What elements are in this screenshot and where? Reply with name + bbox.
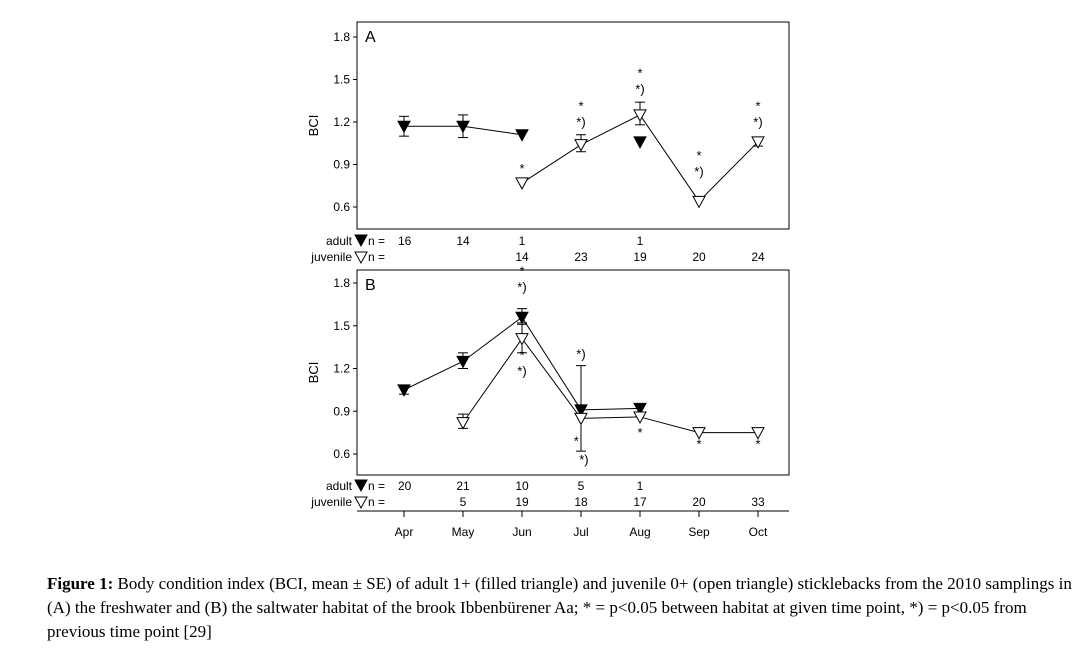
- significance-marker: *): [753, 114, 762, 129]
- panel-label: B: [365, 277, 376, 294]
- x-tick-label: Sep: [688, 525, 710, 539]
- juvenile-n-label: n =: [368, 495, 385, 509]
- adult-legend-icon: [354, 479, 368, 493]
- juvenile-count: 20: [692, 250, 706, 264]
- juvenile-count: 20: [692, 495, 706, 509]
- x-tick-label: Jun: [512, 525, 531, 539]
- significance-marker: *: [578, 98, 583, 113]
- caption-text: Body condition index (BCI, mean ± SE) of…: [47, 574, 1072, 641]
- data-point-juvenile-Jun: [515, 177, 529, 190]
- juvenile-count: 5: [460, 495, 467, 509]
- data-point-adult-Jun: [515, 311, 529, 325]
- significance-marker: *: [637, 425, 642, 440]
- data-point-adult-Aug: [633, 136, 647, 149]
- significance-marker: *: [637, 66, 642, 81]
- significance-marker: *): [517, 280, 526, 295]
- y-tick-label: 1.2: [333, 362, 350, 376]
- juvenile-count: 19: [515, 495, 529, 509]
- significance-marker: *: [755, 98, 760, 113]
- juvenile-count: 24: [751, 250, 765, 264]
- juvenile-count: 18: [574, 495, 588, 509]
- x-tick-label: Aug: [629, 525, 650, 539]
- y-tick-label: 0.9: [333, 404, 350, 418]
- figure-caption: Figure 1: Body condition index (BCI, mea…: [47, 572, 1077, 644]
- juvenile-legend-icon: [354, 251, 368, 265]
- x-tick-label: Apr: [395, 525, 414, 539]
- y-tick-label: 0.6: [333, 447, 350, 461]
- adult-count: 1: [637, 234, 644, 248]
- significance-marker: *): [576, 114, 585, 129]
- adult-n-label: n =: [368, 234, 385, 248]
- y-tick-label: 1.2: [333, 115, 350, 129]
- juvenile-count: 14: [515, 250, 529, 264]
- juvenile-n-label: n =: [368, 250, 385, 264]
- adult-count-label: adult: [326, 479, 353, 493]
- significance-marker: *: [519, 264, 524, 279]
- data-point-adult-May: [456, 120, 470, 134]
- data-point-juvenile-Oct: [751, 427, 765, 440]
- juvenile-count: 19: [633, 250, 647, 264]
- x-tick-label: May: [452, 525, 475, 539]
- plot-frame-A: [356, 21, 790, 230]
- series-line-juvenile: [462, 337, 758, 434]
- data-point-adult-Apr: [397, 384, 411, 397]
- adult-count: 1: [519, 234, 526, 248]
- significance-marker: *): [579, 452, 588, 467]
- data-point-juvenile-Aug: [633, 411, 647, 424]
- data-point-juvenile-Sep: [692, 427, 706, 440]
- adult-count: 20: [398, 479, 412, 493]
- juvenile-count: 23: [574, 250, 588, 264]
- y-tick-label: 1.8: [333, 30, 350, 44]
- caption-label: Figure 1:: [47, 574, 114, 593]
- significance-marker: *): [576, 347, 585, 362]
- data-point-juvenile-May: [456, 417, 470, 430]
- data-point-adult-Apr: [397, 120, 411, 134]
- significance-marker: *: [696, 148, 701, 163]
- data-point-juvenile-Aug: [633, 109, 647, 122]
- data-point-juvenile-Jul: [574, 412, 588, 426]
- significance-marker: *: [519, 348, 524, 363]
- juvenile-count: 33: [751, 495, 765, 509]
- significance-marker: *: [519, 161, 524, 176]
- significance-marker: *: [696, 436, 701, 451]
- y-tick-label: 1.5: [333, 319, 350, 333]
- significance-marker: *: [755, 436, 760, 451]
- series-line-juvenile: [521, 114, 759, 203]
- adult-n-label: n =: [368, 479, 385, 493]
- significance-marker: *): [694, 164, 703, 179]
- juvenile-count: 17: [633, 495, 647, 509]
- data-point-juvenile-Sep: [692, 195, 706, 209]
- significance-marker: *): [635, 82, 644, 97]
- y-tick-label: 1.8: [333, 276, 350, 290]
- y-axis-label: BCI: [306, 362, 321, 384]
- x-tick-label: Oct: [749, 525, 768, 539]
- adult-count: 16: [398, 234, 412, 248]
- adult-count: 14: [456, 234, 470, 248]
- data-point-adult-Jun: [515, 129, 529, 142]
- data-point-juvenile-Jul: [574, 139, 588, 152]
- adult-count: 1: [637, 479, 644, 493]
- data-point-adult-May: [456, 355, 470, 369]
- significance-marker: *: [574, 433, 579, 448]
- panel-label: A: [365, 29, 376, 46]
- adult-count: 5: [578, 479, 585, 493]
- adult-count: 21: [456, 479, 470, 493]
- plot-frame-B: [356, 269, 790, 476]
- juvenile-count-label: juvenile: [310, 495, 352, 509]
- data-point-adult-Aug: [633, 402, 647, 416]
- data-point-juvenile-Oct: [751, 136, 765, 149]
- x-tick-label: Jul: [573, 525, 588, 539]
- adult-count: 10: [515, 479, 529, 493]
- adult-count-label: adult: [326, 234, 353, 248]
- significance-marker: *): [517, 364, 526, 379]
- y-axis-label: BCI: [306, 115, 321, 137]
- y-tick-label: 0.9: [333, 158, 350, 172]
- y-tick-label: 1.5: [333, 73, 350, 87]
- juvenile-legend-icon: [354, 496, 368, 510]
- y-tick-label: 0.6: [333, 200, 350, 214]
- adult-legend-icon: [354, 234, 368, 248]
- data-point-juvenile-Jun: [515, 333, 529, 346]
- juvenile-count-label: juvenile: [310, 250, 352, 264]
